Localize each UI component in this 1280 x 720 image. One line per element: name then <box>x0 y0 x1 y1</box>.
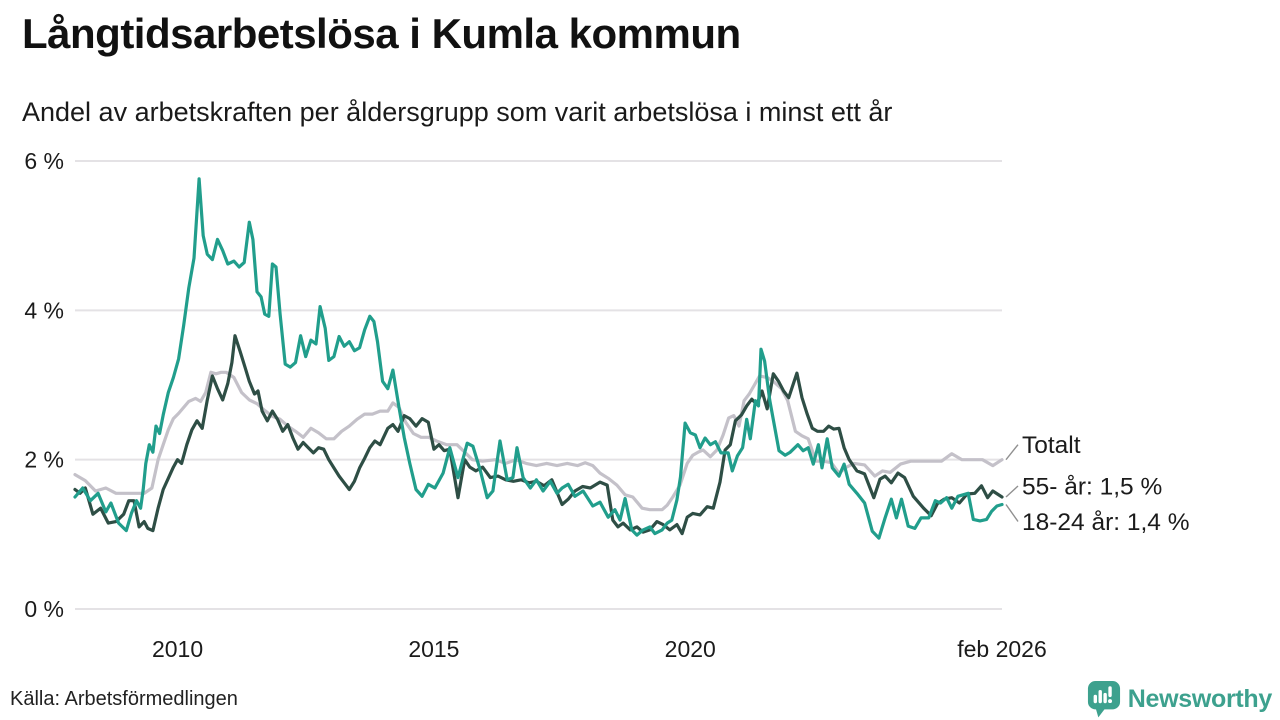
newsworthy-logo-icon <box>1087 680 1121 718</box>
legend-connector-line <box>1005 485 1019 498</box>
legend-label-18-24-ar: 18-24 år: 1,4 % <box>1022 509 1190 536</box>
x-axis-tick-label: feb 2026 <box>957 636 1047 662</box>
legend-connector-line <box>1005 444 1019 461</box>
source-note: Källa: Arbetsförmedlingen <box>10 688 238 710</box>
x-axis-tick-label: 2015 <box>408 636 459 662</box>
y-axis-tick-label: 6 % <box>24 148 64 174</box>
newsworthy-wordmark: Newsworthy <box>1127 684 1273 713</box>
x-axis-tick-label: 2020 <box>665 636 716 662</box>
y-axis-tick-label: 4 % <box>24 297 64 323</box>
legend-label-55-ar: 55- år: 1,5 % <box>1022 474 1162 501</box>
legend-connector-line <box>1005 504 1019 522</box>
series-line-55-ar <box>73 334 1004 536</box>
chart-subtitle: Andel av arbetskraften per åldersgrupp s… <box>22 97 893 127</box>
series-line-totalt <box>73 370 1004 512</box>
newsworthy-brand: Newsworthy <box>1087 680 1272 718</box>
series-line-18-24-ar <box>73 177 1004 540</box>
x-axis-tick-label: 2010 <box>152 636 203 662</box>
y-axis-tick-label: 2 % <box>24 447 64 473</box>
page-title: Långtidsarbetslösa i Kumla kommun <box>22 10 741 57</box>
legend-label-totalt: Totalt <box>1022 432 1081 459</box>
y-axis-tick-label: 0 % <box>24 596 64 622</box>
